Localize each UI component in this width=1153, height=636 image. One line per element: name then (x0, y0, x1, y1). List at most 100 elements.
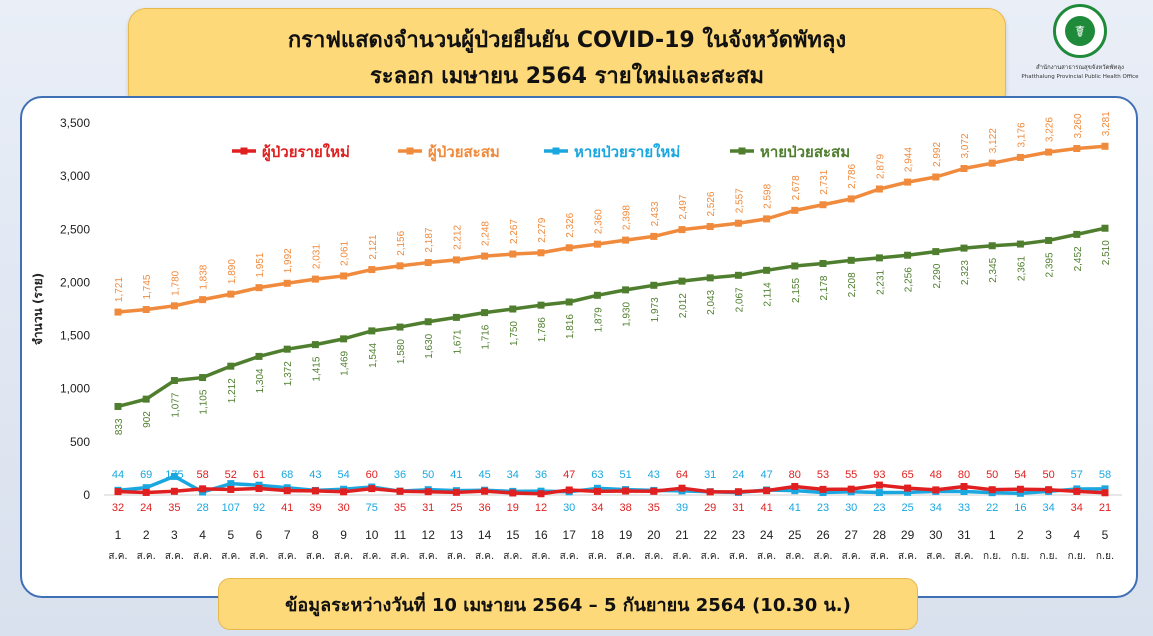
data-point-1 (819, 201, 827, 209)
data-label-new-cases: 29 (704, 502, 716, 514)
data-label-accum-recovered: 2,208 (847, 272, 858, 297)
data-point-0 (763, 487, 771, 495)
data-label-new-recovered: 16 (1014, 502, 1026, 514)
data-point-1 (734, 219, 742, 227)
data-point-0 (593, 487, 601, 495)
data-label-accum-cases: 2,360 (593, 209, 604, 234)
data-label-accum-cases: 3,176 (1016, 122, 1027, 147)
data-label-new-cases: 21 (1099, 502, 1111, 514)
y-tick-label: 2,000 (60, 275, 90, 289)
data-point-0 (424, 488, 432, 496)
data-label-accum-cases: 1,890 (227, 259, 238, 284)
x-tick-label-day: 4 (1073, 528, 1080, 542)
x-tick-label-day: 12 (422, 528, 436, 542)
x-tick-label-day: 3 (171, 528, 178, 542)
data-label-new-recovered: 23 (873, 502, 885, 514)
data-label-accum-recovered: 1,786 (537, 317, 548, 342)
data-label-new-cases: 12 (535, 502, 547, 514)
data-label-accum-cases: 2,212 (452, 224, 463, 249)
x-tick-label-month: ส.ค. (560, 551, 579, 562)
data-point-0 (875, 481, 883, 489)
data-point-1 (847, 195, 855, 203)
data-label-accum-cases: 2,248 (481, 221, 492, 246)
data-label-new-cases: 32 (112, 502, 124, 514)
data-label-accum-cases: 1,780 (170, 270, 181, 295)
x-tick-label-month: ส.ค. (503, 551, 522, 562)
data-label-new-cases: 64 (676, 469, 688, 481)
series-line-0 (117, 483, 1106, 496)
data-label-accum-recovered: 1,105 (199, 389, 210, 414)
x-tick-label-month: ส.ค. (475, 551, 494, 562)
data-point-1 (396, 262, 404, 270)
data-label-accum-recovered: 2,067 (734, 287, 745, 312)
data-label-new-recovered: 43 (309, 469, 321, 481)
data-point-1 (340, 272, 348, 280)
data-label-accum-cases: 2,121 (368, 234, 379, 259)
x-tick-label-day: 27 (845, 528, 859, 542)
data-point-1 (114, 308, 122, 316)
data-point-3 (340, 335, 348, 343)
x-tick-label-month: ส.ค. (954, 551, 973, 562)
y-tick-label: 3,000 (60, 169, 90, 183)
data-point-0 (283, 487, 291, 495)
x-tick-label-month: ส.ค. (334, 551, 353, 562)
x-tick-label-month: ส.ค. (137, 551, 156, 562)
x-tick-label-day: 22 (704, 528, 718, 542)
data-point-1 (1073, 145, 1081, 153)
data-point-3 (593, 291, 601, 299)
data-point-1 (424, 259, 432, 267)
data-point-1 (255, 284, 263, 292)
data-label-accum-cases: 2,786 (847, 163, 858, 188)
data-point-2 (170, 472, 178, 480)
data-label-new-cases: 52 (225, 469, 237, 481)
data-point-0 (509, 489, 517, 497)
data-label-new-cases: 58 (196, 469, 208, 481)
data-point-3 (424, 318, 432, 326)
data-label-accum-cases: 2,433 (650, 201, 661, 226)
data-point-1 (988, 159, 996, 167)
data-point-3 (1045, 236, 1053, 244)
data-point-0 (960, 482, 968, 490)
data-point-3 (255, 352, 263, 360)
data-label-accum-cases: 1,838 (199, 264, 210, 289)
data-point-3 (142, 395, 150, 403)
data-point-3 (311, 341, 319, 349)
data-label-accum-recovered: 2,155 (791, 278, 802, 303)
data-point-2 (875, 489, 883, 497)
y-tick-label: 2,500 (60, 222, 90, 236)
x-tick-label-month: ส.ค. (249, 551, 268, 562)
data-label-new-recovered: 28 (196, 502, 208, 514)
data-point-3 (678, 277, 686, 285)
data-label-new-cases: 61 (253, 469, 265, 481)
x-tick-label-month: ส.ค. (588, 551, 607, 562)
data-label-new-recovered: 30 (563, 502, 575, 514)
data-label-accum-recovered: 2,012 (678, 293, 689, 318)
data-label-new-recovered: 68 (281, 469, 293, 481)
x-tick-label-month: ส.ค. (419, 551, 438, 562)
data-label-new-recovered: 58 (1099, 469, 1111, 481)
x-tick-label-day: 8 (312, 528, 319, 542)
data-label-accum-cases: 3,122 (988, 128, 999, 153)
data-point-3 (904, 251, 912, 259)
data-point-0 (622, 487, 630, 495)
data-label-accum-recovered: 1,372 (283, 361, 294, 386)
data-point-1 (565, 244, 573, 252)
data-label-new-cases: 35 (168, 502, 180, 514)
x-tick-label-month: ส.ค. (870, 551, 889, 562)
legend-label: ผู้ป่วยรายใหม่ (262, 143, 350, 162)
legend-label: หายป่วยรายใหม่ (574, 143, 680, 161)
legend-swatch-marker (406, 147, 414, 155)
data-label-new-recovered: 92 (253, 502, 265, 514)
data-point-1 (368, 266, 376, 274)
data-point-3 (509, 305, 517, 313)
data-label-new-recovered: 31 (704, 469, 716, 481)
data-point-1 (650, 232, 658, 240)
data-point-1 (763, 215, 771, 223)
data-point-3 (114, 402, 122, 410)
data-point-1 (1045, 148, 1053, 156)
data-label-new-cases: 47 (563, 469, 575, 481)
data-point-3 (1101, 224, 1109, 232)
data-label-accum-recovered: 2,114 (763, 282, 774, 307)
data-point-0 (142, 488, 150, 496)
legend-label: หายป่วยสะสม (760, 143, 850, 161)
